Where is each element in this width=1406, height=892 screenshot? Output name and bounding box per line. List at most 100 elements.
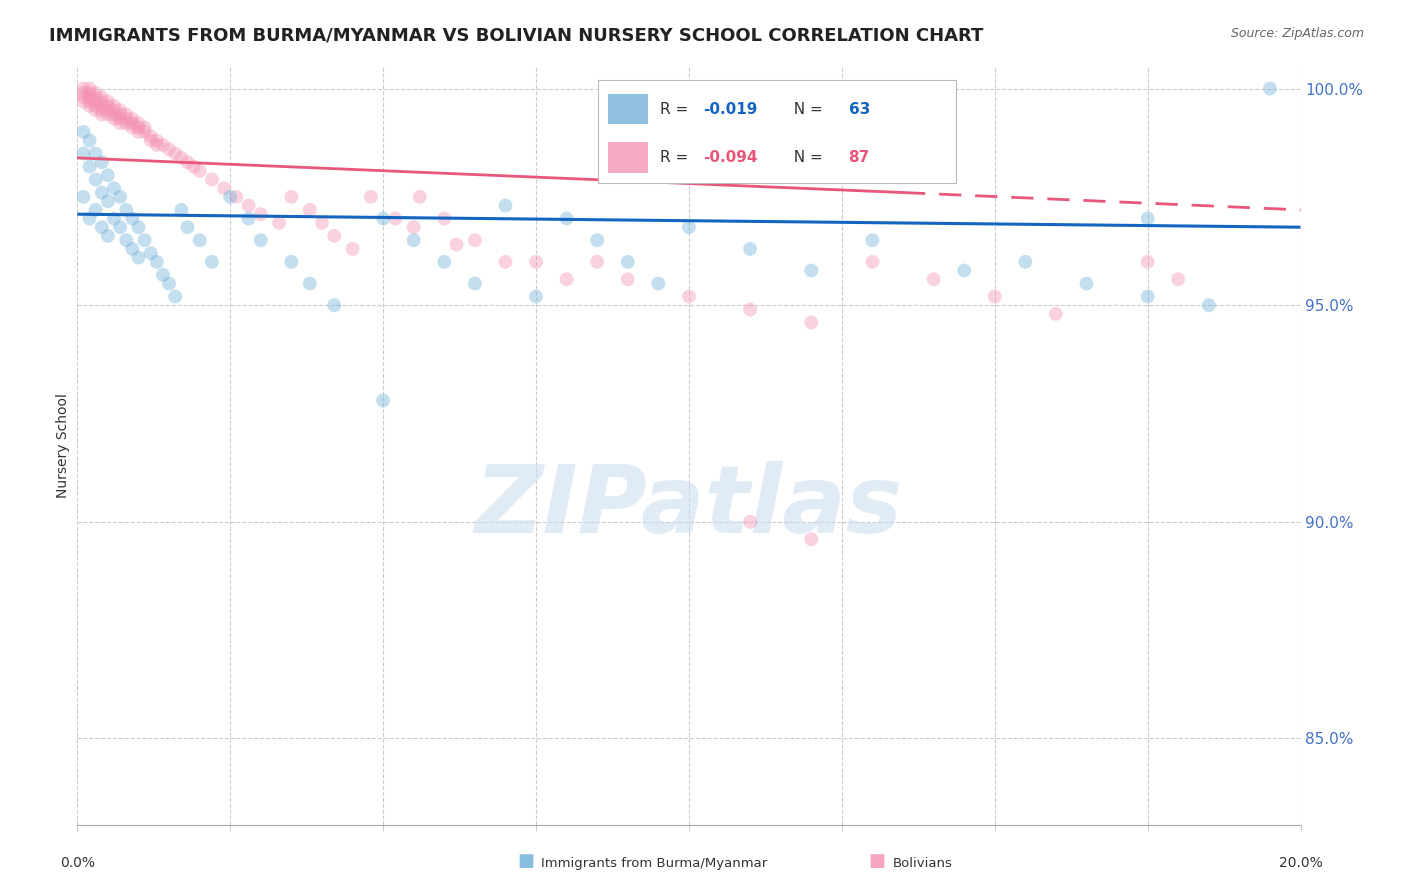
Point xyxy=(555,211,578,226)
Point xyxy=(371,393,394,408)
Text: 20.0%: 20.0% xyxy=(1278,855,1323,870)
Point xyxy=(84,172,107,186)
Point xyxy=(127,116,149,130)
Point xyxy=(72,95,94,109)
Point xyxy=(72,125,94,139)
Point xyxy=(90,103,112,118)
Text: ■: ■ xyxy=(517,852,534,870)
Point xyxy=(201,255,224,269)
Point xyxy=(371,211,394,226)
Point xyxy=(1136,255,1159,269)
Point xyxy=(433,211,456,226)
Point xyxy=(139,134,162,148)
Point xyxy=(115,233,138,247)
Text: Bolivians: Bolivians xyxy=(893,856,953,870)
Text: -0.094: -0.094 xyxy=(703,150,758,165)
Point xyxy=(586,255,609,269)
Point xyxy=(79,134,101,148)
Point xyxy=(183,160,205,174)
Point xyxy=(127,251,149,265)
Point xyxy=(176,155,198,169)
Point xyxy=(115,107,138,121)
Point xyxy=(84,146,107,161)
Point xyxy=(139,129,162,144)
Point xyxy=(446,237,468,252)
Point xyxy=(121,242,143,256)
Bar xyxy=(609,94,648,124)
Point xyxy=(72,146,94,161)
Point xyxy=(146,137,169,152)
Text: ZIPatlas: ZIPatlas xyxy=(475,460,903,553)
Point xyxy=(984,289,1007,303)
Point xyxy=(280,255,302,269)
Point xyxy=(953,263,976,277)
Point xyxy=(1258,81,1281,95)
Point xyxy=(72,81,94,95)
Text: R =: R = xyxy=(661,150,693,165)
Point xyxy=(72,190,94,204)
Point xyxy=(800,316,823,330)
Text: -0.019: -0.019 xyxy=(703,102,758,117)
Point xyxy=(121,112,143,126)
Point xyxy=(1167,272,1189,286)
Point xyxy=(97,103,120,118)
Point xyxy=(127,125,149,139)
Point xyxy=(84,90,107,104)
Point xyxy=(115,116,138,130)
Point xyxy=(800,532,823,546)
Point xyxy=(384,211,406,226)
Point xyxy=(1136,289,1159,303)
Point xyxy=(1136,211,1159,226)
Point xyxy=(250,207,273,221)
Point xyxy=(342,242,364,256)
Point xyxy=(495,198,517,212)
Point xyxy=(121,120,143,135)
Point xyxy=(90,155,112,169)
Point xyxy=(1198,298,1220,312)
Point xyxy=(108,107,131,121)
Point xyxy=(402,233,425,247)
Point xyxy=(146,134,169,148)
Point xyxy=(740,242,762,256)
Point xyxy=(464,277,486,291)
Point xyxy=(134,125,156,139)
Point xyxy=(433,255,456,269)
Point xyxy=(402,220,425,235)
Point xyxy=(127,120,149,135)
Point xyxy=(90,107,112,121)
Point xyxy=(84,99,107,113)
Point xyxy=(464,233,486,247)
Point xyxy=(103,103,125,118)
Point xyxy=(862,255,884,269)
Point xyxy=(134,120,156,135)
Point xyxy=(188,233,211,247)
Y-axis label: Nursery School: Nursery School xyxy=(56,393,70,499)
Point xyxy=(90,90,112,104)
Point xyxy=(97,107,120,121)
Point xyxy=(103,99,125,113)
Point xyxy=(409,190,432,204)
Point xyxy=(360,190,382,204)
Point xyxy=(146,255,169,269)
Point xyxy=(139,246,162,260)
Point xyxy=(238,198,260,212)
Point xyxy=(108,103,131,118)
Point xyxy=(280,190,302,204)
Point xyxy=(1076,277,1098,291)
Point xyxy=(79,95,101,109)
Point xyxy=(103,211,125,226)
Point xyxy=(212,181,235,195)
Point xyxy=(90,186,112,200)
Point xyxy=(157,142,180,156)
Point xyxy=(115,112,138,126)
Text: Immigrants from Burma/Myanmar: Immigrants from Burma/Myanmar xyxy=(541,856,768,870)
Point xyxy=(97,228,120,243)
Point xyxy=(115,202,138,217)
Point xyxy=(555,272,578,286)
Point xyxy=(269,216,291,230)
Point xyxy=(165,289,187,303)
Text: N =: N = xyxy=(785,102,828,117)
Point xyxy=(740,515,762,529)
Point xyxy=(121,211,143,226)
Text: Source: ZipAtlas.com: Source: ZipAtlas.com xyxy=(1230,27,1364,40)
